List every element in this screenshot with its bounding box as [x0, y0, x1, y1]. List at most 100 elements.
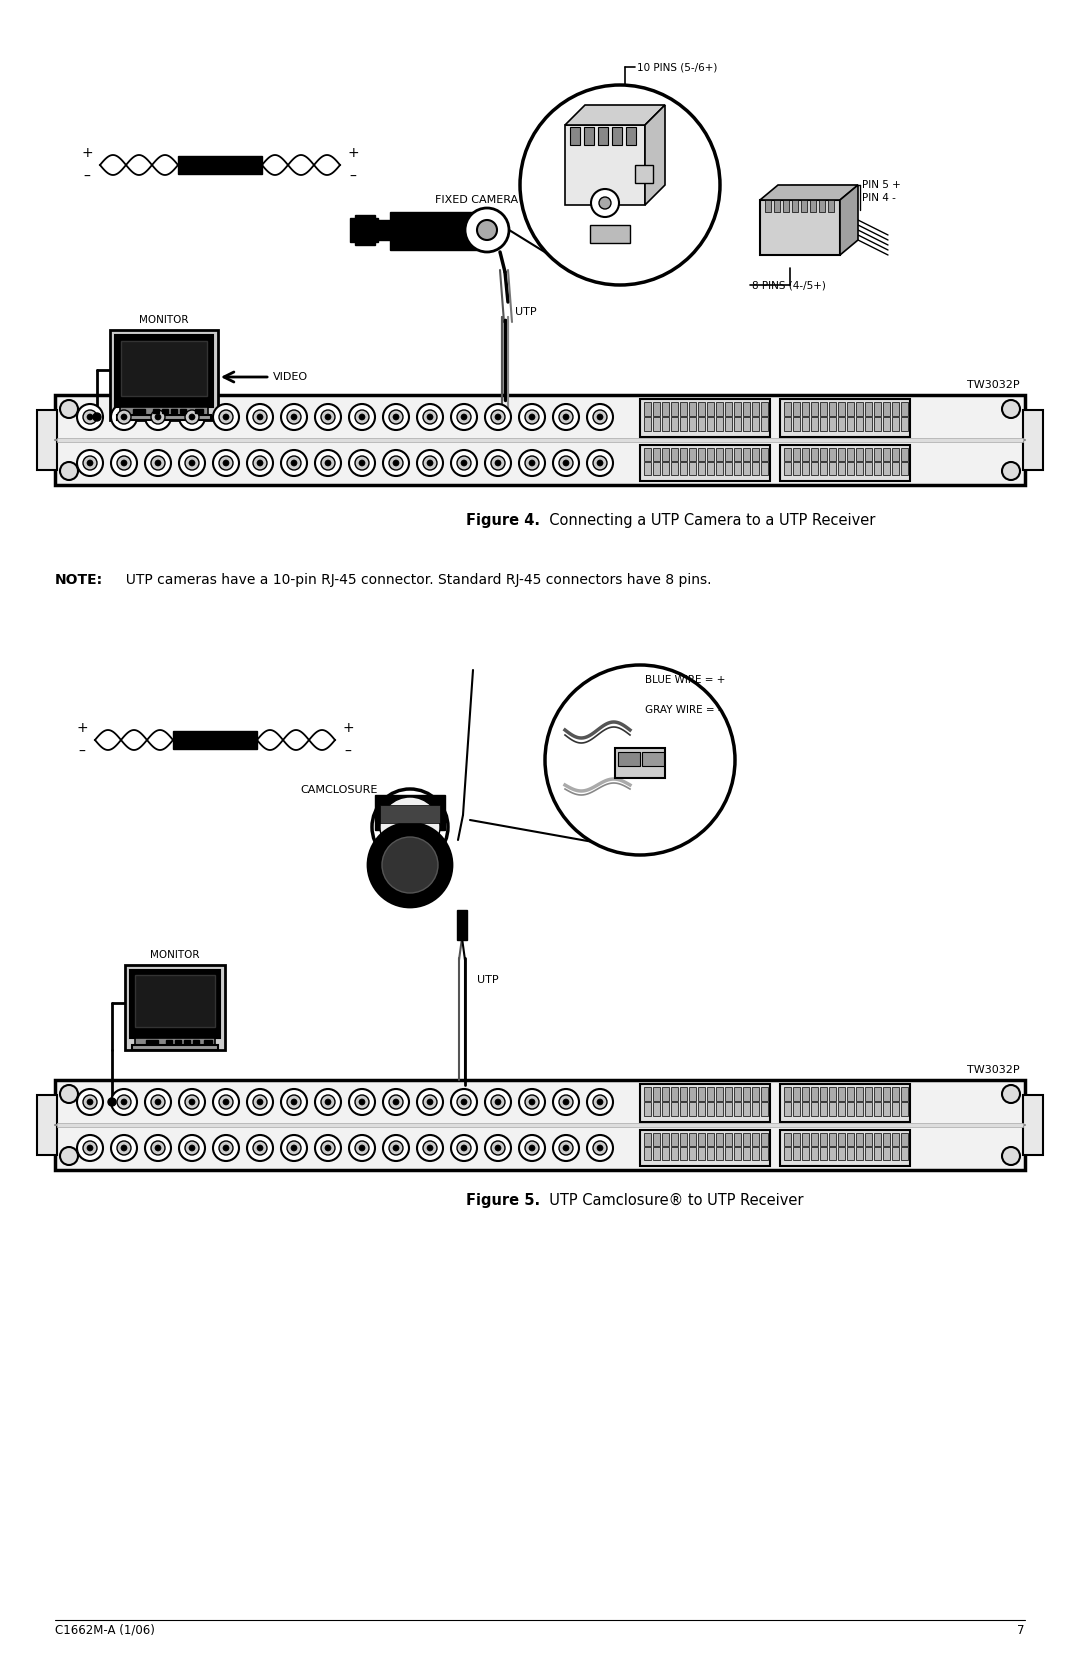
- Circle shape: [87, 461, 93, 466]
- Bar: [784, 462, 791, 476]
- Circle shape: [291, 461, 297, 466]
- Bar: [662, 402, 669, 416]
- Circle shape: [253, 1095, 267, 1108]
- Circle shape: [491, 1095, 505, 1108]
- Circle shape: [417, 1088, 443, 1115]
- Circle shape: [111, 451, 137, 476]
- Circle shape: [121, 1098, 127, 1105]
- Circle shape: [465, 209, 509, 252]
- Circle shape: [111, 1088, 137, 1115]
- Bar: [671, 1147, 678, 1160]
- Circle shape: [87, 414, 93, 421]
- Circle shape: [83, 456, 97, 471]
- Circle shape: [287, 1095, 301, 1108]
- Circle shape: [151, 411, 165, 424]
- Circle shape: [111, 404, 137, 431]
- Circle shape: [222, 1098, 229, 1105]
- Bar: [883, 402, 890, 416]
- Text: C1662M-A (1/06): C1662M-A (1/06): [55, 1624, 154, 1637]
- Circle shape: [529, 1145, 535, 1152]
- Bar: [829, 1102, 836, 1117]
- Circle shape: [189, 1145, 195, 1152]
- Bar: [829, 1087, 836, 1102]
- Text: FIXED CAMERA: FIXED CAMERA: [435, 195, 518, 205]
- Bar: [55, 396, 1025, 486]
- Circle shape: [287, 411, 301, 424]
- Circle shape: [117, 411, 131, 424]
- Bar: [820, 417, 827, 431]
- Circle shape: [525, 456, 539, 471]
- Circle shape: [389, 456, 403, 471]
- Bar: [680, 462, 687, 476]
- Circle shape: [372, 789, 448, 865]
- Bar: [698, 417, 705, 431]
- Bar: [644, 1102, 651, 1117]
- Bar: [811, 447, 818, 461]
- Bar: [892, 417, 899, 431]
- Bar: [689, 1087, 696, 1102]
- Circle shape: [145, 1135, 171, 1162]
- Bar: [784, 1087, 791, 1102]
- Circle shape: [559, 1095, 573, 1108]
- Circle shape: [179, 1088, 205, 1115]
- Circle shape: [525, 1095, 539, 1108]
- Text: 10 PINS (5-/6+): 10 PINS (5-/6+): [637, 62, 717, 72]
- Text: Figure 5.: Figure 5.: [465, 1192, 540, 1207]
- Bar: [820, 1147, 827, 1160]
- Circle shape: [77, 1135, 103, 1162]
- Circle shape: [281, 1088, 307, 1115]
- Bar: [802, 1147, 809, 1160]
- Bar: [752, 1147, 759, 1160]
- Circle shape: [253, 1142, 267, 1155]
- Circle shape: [291, 1145, 297, 1152]
- Circle shape: [93, 412, 102, 421]
- Bar: [1023, 1095, 1043, 1155]
- Bar: [752, 1133, 759, 1147]
- Bar: [793, 1147, 800, 1160]
- Circle shape: [247, 404, 273, 431]
- Bar: [640, 1083, 770, 1122]
- Circle shape: [588, 1088, 613, 1115]
- Bar: [204, 1040, 212, 1045]
- Bar: [698, 1133, 705, 1147]
- Circle shape: [189, 414, 195, 421]
- Circle shape: [253, 456, 267, 471]
- Bar: [350, 219, 378, 242]
- Bar: [146, 1040, 158, 1045]
- Circle shape: [461, 414, 467, 421]
- Bar: [37, 1095, 57, 1155]
- Circle shape: [1002, 1147, 1020, 1165]
- Circle shape: [368, 823, 453, 906]
- Circle shape: [417, 451, 443, 476]
- Circle shape: [597, 1145, 603, 1152]
- Circle shape: [559, 456, 573, 471]
- Bar: [874, 402, 881, 416]
- Text: UTP: UTP: [515, 307, 537, 317]
- Bar: [847, 447, 854, 461]
- Circle shape: [1002, 462, 1020, 481]
- Bar: [820, 402, 827, 416]
- Bar: [761, 1087, 768, 1102]
- Circle shape: [325, 1145, 330, 1152]
- Circle shape: [219, 1095, 233, 1108]
- Polygon shape: [840, 185, 858, 255]
- Circle shape: [355, 1142, 369, 1155]
- Circle shape: [423, 411, 437, 424]
- Circle shape: [179, 1135, 205, 1162]
- Bar: [883, 1147, 890, 1160]
- Text: +: +: [342, 721, 354, 734]
- Circle shape: [287, 1142, 301, 1155]
- Circle shape: [291, 1098, 297, 1105]
- Text: +: +: [81, 145, 93, 160]
- Circle shape: [525, 1142, 539, 1155]
- Bar: [642, 753, 664, 766]
- Bar: [865, 417, 872, 431]
- Bar: [662, 1133, 669, 1147]
- Bar: [178, 155, 262, 174]
- Bar: [793, 462, 800, 476]
- Circle shape: [257, 414, 264, 421]
- Bar: [57, 1123, 1023, 1127]
- Bar: [752, 402, 759, 416]
- Circle shape: [423, 1142, 437, 1155]
- Bar: [133, 409, 145, 414]
